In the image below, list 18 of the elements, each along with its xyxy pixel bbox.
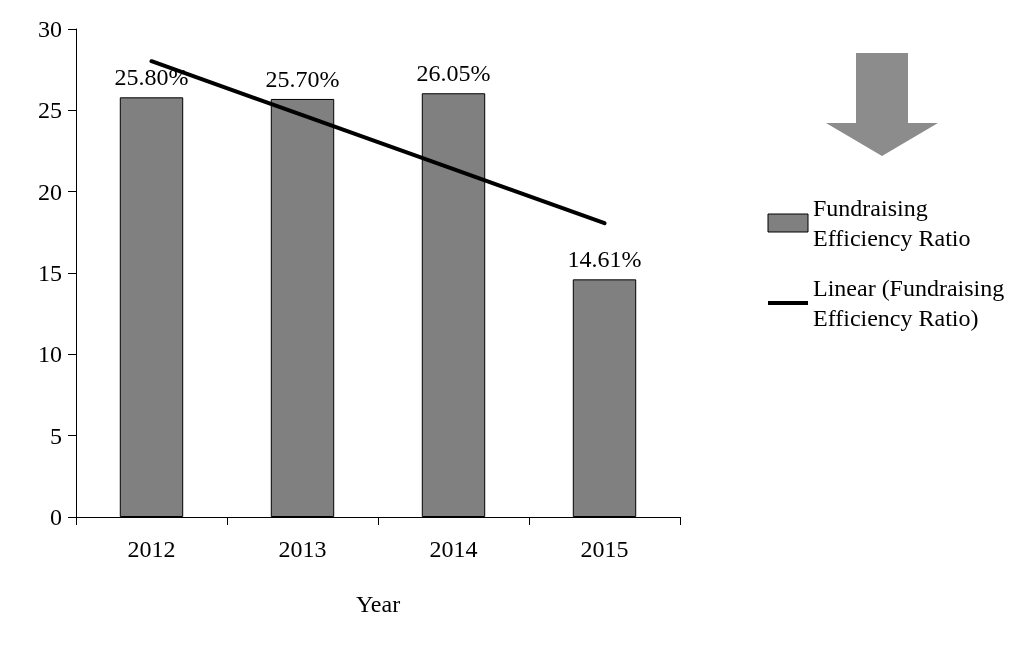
y-tick-label: 20 [38, 178, 62, 205]
x-axis-title: Year [355, 591, 401, 617]
y-tick-label: 15 [38, 260, 62, 286]
data-label: 25.80% [114, 64, 189, 91]
x-tick-label: 2012 [127, 536, 176, 562]
x-tick-label: 2014 [429, 536, 478, 562]
y-tick-label: 30 [38, 16, 62, 42]
x-tick-label: 2015 [580, 536, 629, 562]
data-label: 25.70% [265, 65, 340, 92]
legend-label: Fundraising Efficiency Ratio [813, 195, 971, 251]
data-label: 26.05% [416, 60, 491, 87]
y-tick-label: 5 [50, 422, 62, 449]
x-tick-label: 2013 [278, 536, 327, 562]
y-tick-label: 0 [50, 504, 62, 530]
legend-label: Linear (Fundraising Efficiency Ratio) [813, 275, 1011, 331]
y-tick-label: 25 [38, 97, 62, 124]
y-tick-label: 10 [38, 341, 62, 368]
data-label: 14.61% [567, 246, 642, 273]
